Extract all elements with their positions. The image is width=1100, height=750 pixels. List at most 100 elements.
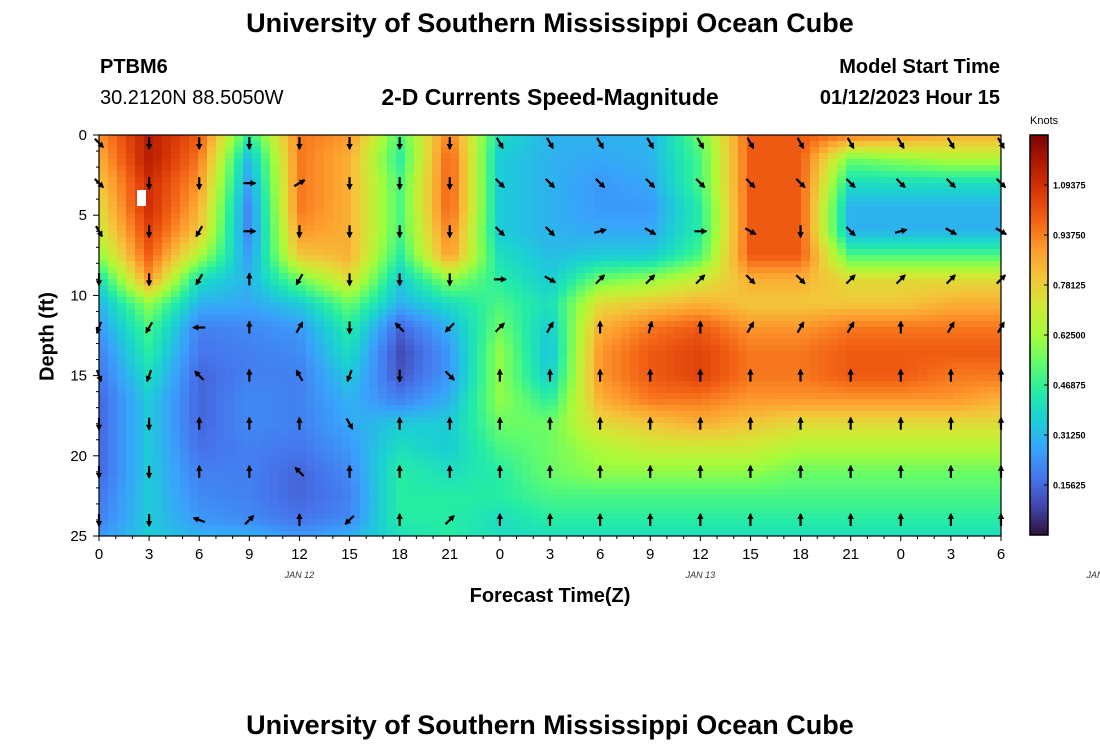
heat-cell	[720, 177, 730, 184]
heat-cell	[216, 147, 226, 154]
heat-cell	[927, 195, 937, 202]
heat-cell	[558, 207, 568, 214]
heat-cell	[387, 393, 397, 400]
heat-cell	[792, 153, 802, 160]
heat-cell	[225, 213, 235, 220]
heat-cell	[153, 291, 163, 298]
heat-cell	[279, 417, 289, 424]
heat-cell	[171, 147, 181, 154]
heat-cell	[783, 189, 793, 196]
heat-cell	[828, 153, 838, 160]
heat-cell	[873, 423, 883, 430]
heat-cell	[306, 315, 316, 322]
heat-cell	[612, 219, 622, 226]
heat-cell	[837, 375, 847, 382]
heat-cell	[828, 267, 838, 274]
heat-cell	[684, 141, 694, 148]
heat-cell	[972, 357, 982, 364]
heat-cell	[423, 141, 433, 148]
heat-cell	[621, 141, 631, 148]
heat-cell	[243, 411, 253, 418]
heat-cell	[954, 249, 964, 256]
heat-cell	[684, 375, 694, 382]
heat-cell	[504, 159, 514, 166]
heat-cell	[639, 303, 649, 310]
heat-cell	[936, 333, 946, 340]
heat-cell	[918, 351, 928, 358]
heat-cell	[927, 297, 937, 304]
heat-cell	[810, 387, 820, 394]
heat-cell	[756, 207, 766, 214]
heat-cell	[432, 405, 442, 412]
heat-cell	[387, 405, 397, 412]
heat-cell	[801, 363, 811, 370]
heat-cell	[279, 159, 289, 166]
heat-cell	[504, 345, 514, 352]
heat-cell	[810, 213, 820, 220]
heat-cell	[324, 135, 334, 142]
heat-cell	[810, 315, 820, 322]
heat-cell	[720, 231, 730, 238]
heat-cell	[504, 141, 514, 148]
heat-cell	[531, 333, 541, 340]
heat-cell	[405, 321, 415, 328]
heat-cell	[414, 237, 424, 244]
heat-cell	[216, 261, 226, 268]
heat-cell	[549, 357, 559, 364]
heat-cell	[540, 165, 550, 172]
heat-cell	[297, 225, 307, 232]
heat-cell	[936, 267, 946, 274]
heat-cell	[990, 237, 1000, 244]
heat-cell	[945, 315, 955, 322]
heat-cell	[621, 345, 631, 352]
heat-cell	[882, 141, 892, 148]
heat-cell	[972, 333, 982, 340]
heat-cell	[711, 339, 721, 346]
heat-cell	[342, 363, 352, 370]
heat-cell	[351, 165, 361, 172]
heat-cell	[270, 285, 280, 292]
heat-cell	[783, 315, 793, 322]
heat-cell	[603, 243, 613, 250]
heat-cell	[405, 387, 415, 394]
heat-cell	[423, 423, 433, 430]
heat-cell	[369, 207, 379, 214]
heat-cell	[585, 147, 595, 154]
heat-cell	[351, 147, 361, 154]
heat-cell	[297, 153, 307, 160]
heat-cell	[279, 411, 289, 418]
heat-cell	[459, 387, 469, 394]
heat-cell	[162, 363, 172, 370]
heat-cell	[711, 285, 721, 292]
heat-cell	[198, 339, 208, 346]
heat-cell	[657, 369, 667, 376]
heat-cell	[666, 201, 676, 208]
heat-cell	[261, 273, 271, 280]
heat-cell	[711, 153, 721, 160]
heat-cell	[441, 345, 451, 352]
heat-cell	[261, 399, 271, 406]
heat-cell	[180, 231, 190, 238]
heat-cell	[693, 363, 703, 370]
heat-cell	[216, 351, 226, 358]
heat-cell	[495, 177, 505, 184]
heat-cell	[891, 177, 901, 184]
heat-cell	[810, 153, 820, 160]
heat-cell	[945, 309, 955, 316]
heat-cell	[207, 183, 217, 190]
heat-cell	[747, 423, 757, 430]
heat-cell	[450, 153, 460, 160]
heat-cell	[324, 255, 334, 262]
heat-cell	[576, 333, 586, 340]
heat-cell	[702, 141, 712, 148]
heat-cell	[324, 423, 334, 430]
heat-cell	[945, 243, 955, 250]
heat-cell	[774, 411, 784, 418]
heat-cell	[369, 273, 379, 280]
heat-cell	[369, 363, 379, 370]
heat-cell	[765, 327, 775, 334]
heat-cell	[261, 165, 271, 172]
heat-cell	[612, 339, 622, 346]
heat-cell	[747, 333, 757, 340]
heat-cell	[414, 303, 424, 310]
